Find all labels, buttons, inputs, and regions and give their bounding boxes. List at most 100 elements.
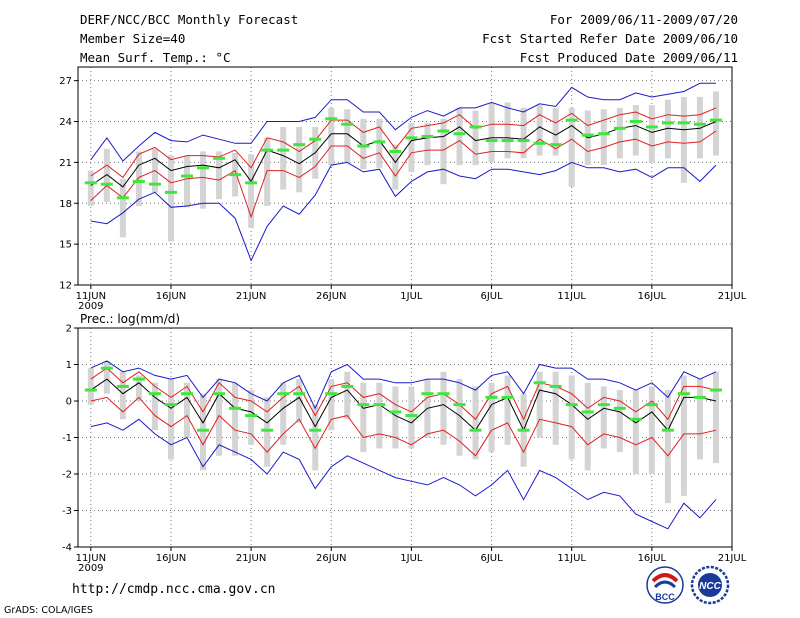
- chart-panel-2: -4 -3 -2 -1 0 1 2 11JUN 16JUN 21JUN 26JUN 1JUL 6JUL 1…: [62, 312, 747, 574]
- spread-box: [712, 91, 719, 156]
- spread-box: [360, 118, 367, 170]
- spread-box: [424, 122, 431, 166]
- chart-title: DERF/NCC/BCC Monthly Forecast: [80, 12, 299, 27]
- spread-box: [184, 155, 190, 208]
- x-tick-label: 11JUN: [76, 291, 106, 302]
- spread-box: [408, 122, 415, 172]
- precip-title: Prec.: log(mm/d): [80, 312, 180, 326]
- x-tick-label: 16JUL: [638, 553, 667, 564]
- spread-box: [552, 371, 559, 445]
- year-label: 2009: [78, 563, 103, 574]
- y-tick-label: -4: [62, 543, 72, 554]
- ensemble-min-line: [90, 418, 717, 530]
- spread-box: [456, 107, 463, 166]
- spread-box: [200, 393, 207, 471]
- observed-mark: [469, 428, 482, 432]
- observed-mark: [485, 395, 498, 399]
- spread-box: [216, 151, 223, 200]
- observed-mark: [229, 406, 242, 410]
- observed-mark: [389, 149, 402, 153]
- spread-box: [664, 99, 671, 159]
- spread-box: [392, 386, 399, 449]
- observed-mark: [245, 414, 258, 418]
- observed-mark: [197, 428, 210, 432]
- observed-mark: [84, 181, 97, 185]
- spread-box: [568, 375, 575, 460]
- observed-mark: [84, 388, 97, 392]
- observed-mark: [709, 118, 722, 122]
- observed-mark: [261, 428, 274, 432]
- x-tick-label: 16JUN: [156, 291, 186, 302]
- spread-box: [392, 144, 399, 190]
- spread-box: [87, 368, 94, 405]
- spread-box: [520, 107, 527, 159]
- spread-box: [488, 382, 495, 453]
- spread-box: [184, 382, 190, 438]
- spread-box: [135, 375, 142, 401]
- observed-mark: [100, 366, 113, 370]
- observed-mark: [389, 410, 402, 414]
- spread-box: [712, 371, 719, 464]
- observed-mark: [453, 403, 466, 407]
- y-tick-label: 2: [66, 324, 72, 335]
- ensemble-min-line: [90, 161, 717, 262]
- spread-box: [103, 148, 110, 202]
- observed-mark: [693, 395, 706, 399]
- x-tick-label: 16JUN: [156, 553, 186, 564]
- spread-box: [296, 126, 303, 193]
- y-tick-label: 15: [59, 240, 72, 251]
- x-tick-label: 26JUN: [316, 553, 346, 564]
- spread-box: [568, 107, 575, 187]
- ensemble-mean-line: [90, 378, 717, 432]
- observed-mark: [645, 403, 658, 407]
- ensemble-max-line: [90, 82, 716, 162]
- x-tick-label: 26JUN: [316, 291, 346, 302]
- bcc-logo-text: BCC: [655, 592, 675, 602]
- observed-mark: [341, 384, 354, 388]
- y-tick-label: 24: [59, 117, 72, 128]
- observed-mark: [597, 403, 610, 407]
- spread-box: [248, 154, 255, 228]
- y-tick-label: -3: [62, 506, 72, 517]
- observed-mark: [277, 148, 290, 152]
- ensemble-mean-line: [90, 121, 717, 188]
- website-url[interactable]: http://cmdp.ncc.cma.gov.cn: [72, 582, 276, 597]
- observed-mark: [533, 141, 546, 145]
- spread-box: [488, 103, 495, 163]
- observed-mark: [501, 139, 514, 143]
- x-tick-label: 21JUL: [718, 553, 747, 564]
- observed-mark: [229, 173, 242, 177]
- observed-mark: [597, 132, 610, 136]
- y-tick-label: -1: [62, 433, 72, 444]
- spread-box: [648, 105, 655, 163]
- spread-box: [296, 379, 303, 423]
- observed-mark: [533, 381, 546, 385]
- observed-mark: [213, 392, 226, 396]
- x-tick-label: 6JUL: [480, 553, 503, 564]
- x-tick-label: 16JUL: [638, 291, 667, 302]
- spread-box: [552, 107, 559, 156]
- observed-mark: [501, 395, 514, 399]
- observed-mark: [517, 139, 530, 143]
- x-tick-label: 11JUL: [557, 291, 586, 302]
- observed-mark: [325, 117, 338, 121]
- observed-mark: [453, 132, 466, 136]
- observed-mark: [245, 181, 258, 185]
- observed-mark: [373, 140, 386, 144]
- observed-mark: [132, 179, 145, 183]
- observed-mark: [293, 392, 306, 396]
- spread-box: [119, 371, 126, 420]
- y-tick-label: 27: [59, 76, 72, 87]
- observed-mark: [581, 133, 594, 137]
- observed-mark: [693, 122, 706, 126]
- ncc-logo-icon: NCC: [690, 565, 730, 605]
- plot-frame: [77, 66, 733, 286]
- observed-mark: [261, 148, 274, 152]
- observed-mark: [164, 190, 177, 194]
- observed-mark: [132, 377, 145, 381]
- x-tick-label: 21JUL: [718, 291, 747, 302]
- spread-box: [328, 379, 335, 431]
- spread-box: [344, 371, 351, 420]
- observed-mark: [148, 182, 161, 186]
